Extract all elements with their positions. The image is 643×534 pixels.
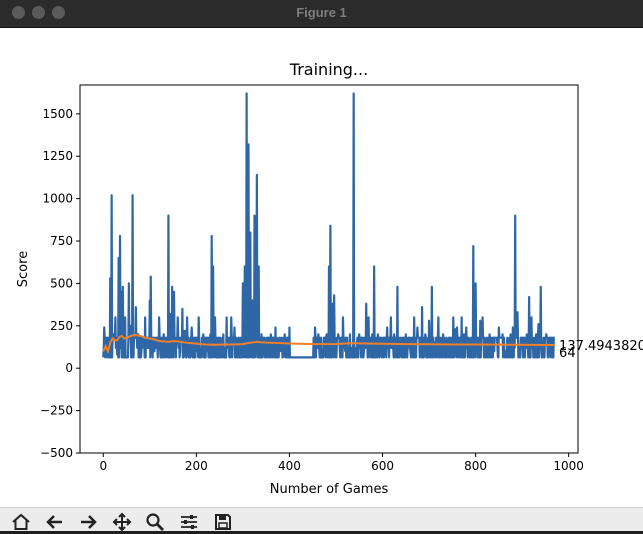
arrow-left-icon xyxy=(46,515,62,529)
close-window-button[interactable] xyxy=(12,6,25,19)
x-tick-label: 1000 xyxy=(553,459,584,473)
y-tick-label: 750 xyxy=(50,234,73,248)
forward-button[interactable] xyxy=(73,512,103,534)
y-tick-label: −250 xyxy=(40,404,73,418)
floppy-icon xyxy=(215,514,231,530)
training-chart: Training... Score Number of Games 0 200 40… xyxy=(16,60,643,497)
axis-ticks: 0 200 400 600 800 1000 −500 −250 0 250 500 750 1000 1… xyxy=(40,107,584,473)
zoom-button[interactable] xyxy=(140,512,170,534)
y-axis-label: Score xyxy=(16,251,31,287)
arrow-right-icon xyxy=(81,515,97,529)
save-button[interactable] xyxy=(208,512,238,534)
configure-subplots-button[interactable] xyxy=(174,512,204,534)
sliders-icon xyxy=(181,515,197,529)
x-tick-label: 400 xyxy=(278,459,301,473)
window-titlebar[interactable]: Figure 1 xyxy=(0,0,643,28)
x-tick-label: 0 xyxy=(99,459,107,473)
y-tick-label: 0 xyxy=(65,361,73,375)
y-tick-label: −500 xyxy=(40,446,73,460)
chart-title: Training... xyxy=(289,60,368,79)
window-title: Figure 1 xyxy=(296,5,347,20)
mean-score-series-line xyxy=(102,334,555,355)
maximize-window-button[interactable] xyxy=(52,6,65,19)
series-value-annotation: 137.4943820 xyxy=(559,339,643,354)
pan-button[interactable] xyxy=(107,512,137,534)
move-icon xyxy=(112,512,132,532)
x-tick-label: 200 xyxy=(185,459,208,473)
y-tick-label: 1000 xyxy=(42,192,73,206)
y-tick-label: 500 xyxy=(50,276,73,290)
home-button[interactable] xyxy=(6,512,36,534)
score-series-line xyxy=(102,92,556,359)
minimize-window-button[interactable] xyxy=(32,6,45,19)
magnifier-icon xyxy=(146,513,164,531)
home-icon xyxy=(12,513,30,530)
x-axis-label: Number of Games xyxy=(270,482,389,497)
y-tick-label: 250 xyxy=(50,319,73,333)
y-tick-label: 1250 xyxy=(42,149,73,163)
navigation-toolbar xyxy=(0,507,643,534)
back-button[interactable] xyxy=(40,512,70,534)
series-value-annotation: 64 xyxy=(559,346,576,361)
figure-canvas[interactable]: Training... Score Number of Games 0 200 40… xyxy=(0,28,643,507)
y-tick-label: 1500 xyxy=(42,107,73,121)
plot-area-frame xyxy=(79,84,579,454)
x-tick-label: 800 xyxy=(464,459,487,473)
x-tick-label: 600 xyxy=(371,459,394,473)
